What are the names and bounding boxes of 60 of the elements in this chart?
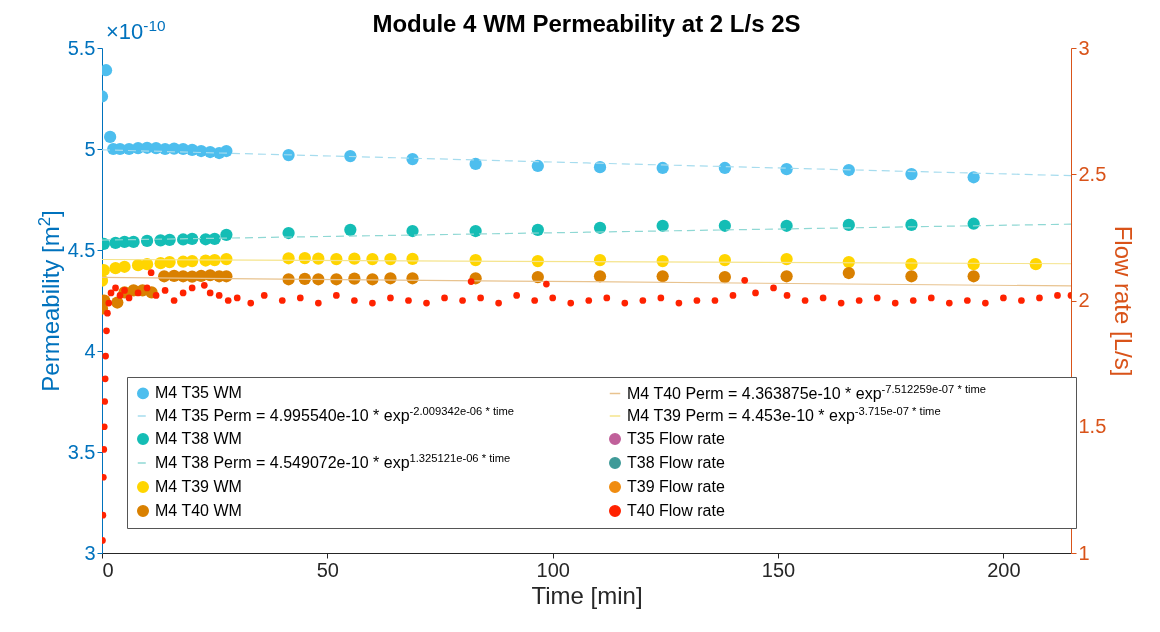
y2-tick-label: 2.5 xyxy=(1078,162,1107,185)
legend-label: T35 Flow rate xyxy=(627,430,725,447)
point xyxy=(102,64,113,77)
point xyxy=(593,270,607,283)
y2-axis-title: Flow rate [L/s] xyxy=(1110,225,1138,377)
point xyxy=(842,266,855,280)
legend-label: M4 T39 Perm = 4.453e-10 * exp$^{-3.715e-07 * time}$ xyxy=(627,405,941,424)
x-tick-label: 0 xyxy=(102,558,114,581)
point xyxy=(718,253,731,267)
point xyxy=(967,171,980,184)
y2-tick-label: 1 xyxy=(1078,541,1090,564)
legend-label: T38 Flow rate xyxy=(627,454,725,471)
y-tick-label: 3 xyxy=(84,541,96,564)
point xyxy=(905,270,918,283)
x-tick-label: 100 xyxy=(536,558,570,581)
legend-label: T39 Flow rate xyxy=(627,478,725,495)
legend-label: M4 T38 Perm = 4.549072e-10 * exp$^{1.325121e-06 * time}$ xyxy=(155,452,511,471)
legend-label: M4 T40 Perm = 4.363875e-10 * exp$^{-7.512259e-07 * time}$ xyxy=(627,382,987,402)
point xyxy=(127,235,140,249)
y2-tick-label: 2 xyxy=(1078,289,1090,311)
point xyxy=(103,130,117,143)
y-tick-label: 4.5 xyxy=(67,238,96,261)
legend-label: M4 T39 WM xyxy=(155,478,242,495)
point xyxy=(344,149,357,163)
x-tick-label: 50 xyxy=(316,558,339,581)
legend-label: M4 T35 WM xyxy=(155,384,242,402)
point xyxy=(118,260,131,273)
point xyxy=(531,159,544,173)
x-axis-title: Time [min] xyxy=(531,581,643,609)
point xyxy=(967,217,980,230)
x-tick-label: 200 xyxy=(987,558,1021,581)
point xyxy=(186,232,199,245)
point xyxy=(593,161,607,174)
point xyxy=(718,270,731,284)
y-tick-label: 5 xyxy=(84,137,96,160)
point xyxy=(208,232,221,245)
point xyxy=(656,270,669,283)
legend-label: M4 T40 WM xyxy=(155,502,242,519)
legend-label: M4 T35 Perm = 4.995540e-10 * exp$^{-2.009342e-06 * time}$ xyxy=(155,405,515,424)
point xyxy=(842,163,855,177)
point xyxy=(406,224,419,238)
y-tick-label: 5.5 xyxy=(67,36,96,59)
legend-label: M4 T38 WM xyxy=(155,430,242,447)
y2-tick-label: 3 xyxy=(1078,36,1090,59)
point xyxy=(718,161,731,175)
point xyxy=(967,270,980,283)
point xyxy=(469,157,482,171)
chart-title: Module 4 WM Permeability at 2 L/s 2S xyxy=(372,10,801,37)
text: ×10$^{-10}$ xyxy=(106,16,166,44)
x-tick-label: 150 xyxy=(761,558,796,581)
point xyxy=(718,219,731,232)
y-tick-label: 3.5 xyxy=(67,440,96,463)
legend-label: T40 Flow rate xyxy=(627,502,725,519)
point xyxy=(531,270,544,284)
point xyxy=(298,251,311,265)
y2-tick-label: 1.5 xyxy=(1078,415,1107,438)
point xyxy=(780,270,793,283)
point xyxy=(140,258,154,271)
y-tick-label: 4 xyxy=(84,339,96,362)
point xyxy=(344,223,357,236)
